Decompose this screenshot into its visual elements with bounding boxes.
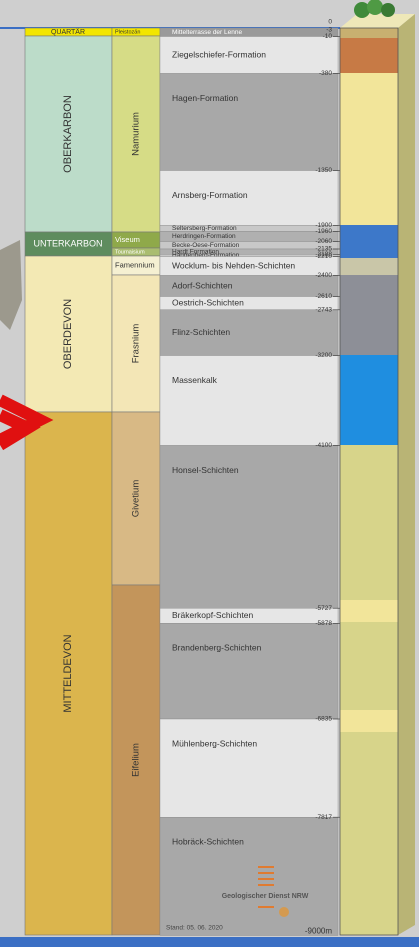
formation-label: Herdringen-Formation (172, 233, 236, 240)
lithology (339, 0, 415, 936)
depth-label: -3200 (315, 352, 332, 359)
system-cell (24, 255, 113, 413)
formation-cell (159, 623, 339, 720)
publisher: Geologischer Dienst NRW (222, 893, 309, 900)
stage-label: Famennium (115, 260, 155, 269)
depth-label: -5878 (315, 620, 332, 627)
stage-label: Namurium (131, 112, 142, 156)
depth-label: -2210 (315, 253, 332, 260)
formation-cell (159, 309, 339, 356)
depth-label: -4100 (315, 442, 332, 449)
depth-label: -2188 (315, 251, 332, 258)
depth-label: -2060 (315, 238, 332, 245)
system-cell (24, 35, 113, 233)
depth-label: -9000m (305, 927, 332, 936)
system-label: MITTELDEVON (62, 634, 74, 712)
depth-label: -2135 (315, 246, 332, 253)
formation-label: Arnsberg-Formation (172, 190, 248, 200)
formation-label: Flinz-Schichten (172, 327, 230, 337)
formation-label: Oestrich-Schichten (172, 297, 244, 307)
depth-label: -6835 (315, 716, 332, 723)
formation-cell (159, 718, 339, 818)
stage-label: Givetium (131, 480, 142, 518)
formation-cell (159, 170, 339, 226)
stage-label: Pleistozän (115, 29, 140, 35)
depth-label: -7817 (315, 814, 332, 821)
formation-label: Mittelterrasse der Lenne (172, 29, 242, 36)
formation-label: Wocklum- bis Nehden-Schichten (172, 260, 295, 270)
system-label: QUARTÄR (51, 28, 85, 36)
stage-label: Tournaisium (115, 249, 145, 255)
formation-label: Ziegelschiefer-Formation (172, 49, 266, 59)
formation-label: Becke-Oese-Formation (172, 242, 240, 249)
red-arrow (0, 394, 54, 451)
system-cell (24, 231, 113, 257)
stage-cell (111, 274, 161, 413)
formation-cell (159, 445, 339, 609)
system-label: UNTERKARBON (33, 238, 102, 248)
depth-label: -2610 (315, 293, 332, 300)
formation-label: Honsel-Schichten (172, 465, 239, 475)
formation-label: Hardt Formation (172, 248, 219, 255)
rock-photo (0, 240, 22, 330)
depth-label: -5727 (315, 605, 332, 612)
formation-label: Hobräck-Schichten (172, 836, 244, 846)
formation-label: Mühlenberg-Schichten (172, 738, 257, 748)
stage-label: Viseum (115, 235, 140, 244)
depth-label: -10 (323, 33, 333, 40)
formation-label: Seltersberg-Formation (172, 225, 237, 232)
stage-label: Frasnium (131, 324, 142, 364)
formation-cell (159, 73, 339, 171)
depth-label: -1960 (315, 228, 332, 235)
depth-label: -380 (319, 70, 332, 77)
logo (258, 866, 289, 917)
bottom-bar (0, 937, 419, 947)
formation-label: Hangenberg-Formation (172, 252, 240, 259)
depth-label: -1900 (315, 222, 332, 229)
system-label: OBERDEVON (62, 299, 74, 369)
formation-cell (159, 817, 339, 936)
depth-label: -2743 (315, 307, 332, 314)
formation-cell (159, 355, 339, 446)
depth-label: -1350 (315, 167, 332, 174)
formation-label: Massenkalk (172, 375, 218, 385)
formation-label: Bräkerkopf-Schichten (172, 610, 254, 620)
depth-label: -2400 (315, 272, 332, 279)
depth-label: 0 (328, 19, 332, 26)
depth-label: -3 (326, 27, 332, 34)
system-cell (24, 411, 113, 936)
formation-label: Hagen-Formation (172, 93, 238, 103)
system-label: OBERKARBON (62, 95, 74, 173)
formation-label: Adorf-Schichten (172, 280, 233, 290)
formation-label: Brandenberg-Schichten (172, 643, 262, 653)
columns: QUARTÄR OBERKARBON UNTERKARBON OBERDEVON MIT… (24, 19, 340, 936)
stage-label: Eifelium (131, 743, 142, 777)
date: Stand: 05. 06. 2020 (166, 925, 223, 932)
formation-cell (159, 36, 339, 74)
